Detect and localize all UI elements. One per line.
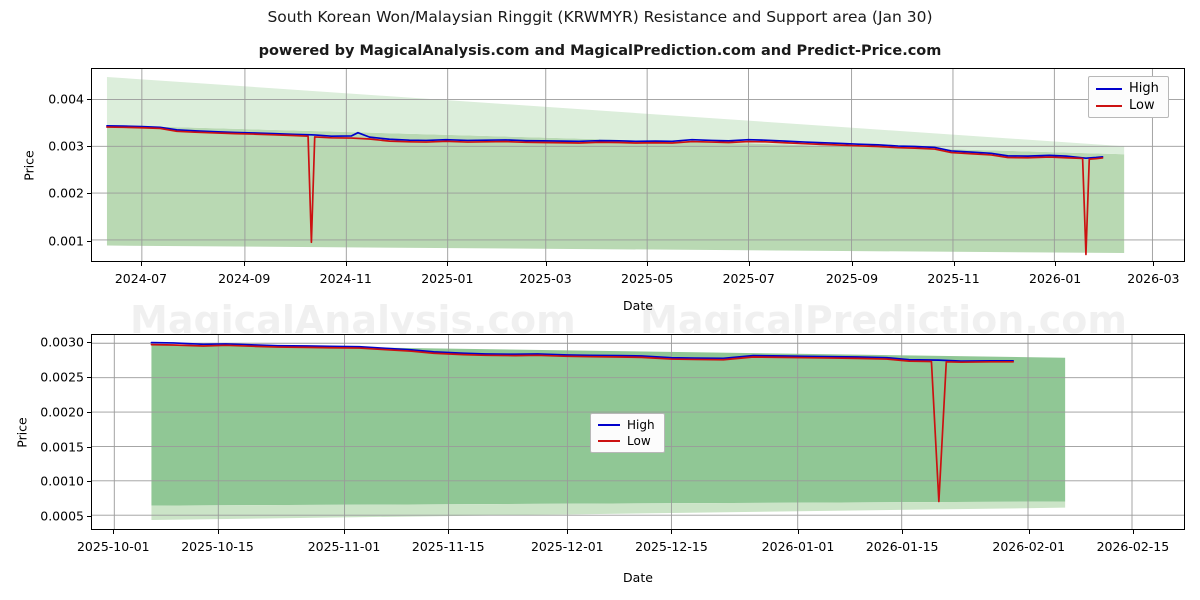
series-line-high (106, 125, 1104, 160)
y-tick-label: 0.0010 (40, 473, 84, 489)
y-tick-label: 0.004 (48, 91, 84, 107)
x-tick-mark (1132, 530, 1134, 534)
y-tick-mark (87, 193, 91, 195)
x-tick-mark (113, 530, 115, 534)
x-tick-mark (344, 530, 346, 534)
x-tick-mark (140, 262, 142, 266)
x-tick-label: 2026-03 (1127, 271, 1180, 286)
x-tick-label: 2025-10-01 (76, 539, 150, 554)
legend-label-low: Low (627, 434, 651, 448)
upper-chart-panel (91, 68, 1185, 262)
y-tick-label: 0.003 (48, 138, 84, 154)
band-resistance-support-area (106, 125, 1125, 254)
x-tick-label: 2025-05 (621, 271, 674, 286)
x-tick-label: 2025-01 (421, 271, 474, 286)
x-tick-mark (244, 262, 246, 266)
x-tick-mark (1153, 262, 1155, 266)
x-tick-mark (647, 262, 649, 266)
legend-label-high: High (1129, 81, 1159, 96)
x-tick-mark (448, 530, 450, 534)
band-upper-projection-wedge (106, 76, 1125, 155)
y-tick-label: 0.0030 (40, 334, 84, 350)
y-tick-mark (87, 342, 91, 344)
lower-x-axis-label: Date (623, 570, 653, 585)
x-tick-label: 2025-09 (825, 271, 879, 286)
legend-row-low: Low (598, 435, 655, 447)
y-tick-label: 0.0025 (40, 369, 84, 385)
y-tick-label: 0.0015 (40, 439, 84, 455)
x-tick-label: 2025-11 (927, 271, 980, 286)
chart-subtitle: powered by MagicalAnalysis.com and Magic… (258, 43, 942, 59)
x-tick-label: 2026-02-15 (1096, 539, 1170, 554)
x-tick-label: 2025-07 (722, 271, 775, 286)
upper-y-axis-label: Price (21, 150, 37, 181)
y-tick-mark (87, 146, 91, 148)
x-tick-label: 2026-01 (1028, 271, 1082, 286)
x-tick-label: 2025-11-01 (307, 539, 381, 554)
x-tick-label: 2024-07 (114, 271, 168, 286)
chart-title: South Korean Won/Malaysian Ringgit (KRWM… (267, 8, 933, 26)
upper-plot-area (91, 68, 1185, 262)
x-tick-label: 2025-11-15 (411, 539, 485, 554)
series-line-high (150, 341, 1014, 362)
x-tick-label: 2024-09 (218, 271, 271, 286)
y-tick-mark (87, 481, 91, 483)
y-tick-label: 0.002 (48, 185, 84, 201)
x-tick-mark (953, 262, 955, 266)
x-tick-mark (567, 530, 569, 534)
x-tick-label: 2026-01-15 (865, 539, 939, 554)
x-tick-mark (545, 262, 547, 266)
legend-swatch-high (598, 424, 620, 426)
x-tick-mark (748, 262, 750, 266)
y-tick-mark (87, 98, 91, 100)
x-tick-mark (217, 530, 219, 534)
legend-row-low: Low (1096, 99, 1159, 112)
series-line-low (150, 343, 1014, 503)
x-tick-mark (798, 530, 799, 534)
x-tick-label: 2025-12-01 (530, 539, 604, 554)
x-tick-mark (902, 530, 904, 534)
y-tick-label: 0.001 (48, 233, 84, 249)
upper-legend[interactable]: High Low (1088, 76, 1169, 118)
x-tick-label: 2025-03 (519, 271, 572, 286)
x-tick-mark (1028, 530, 1030, 534)
legend-swatch-low (1096, 104, 1122, 107)
x-tick-label: 2024-11 (319, 271, 372, 286)
y-tick-mark (87, 516, 91, 518)
legend-label-low: Low (1129, 98, 1155, 113)
legend-row-high: High (1096, 82, 1159, 95)
y-tick-mark (87, 377, 91, 379)
x-tick-mark (671, 530, 673, 534)
legend-swatch-low (598, 440, 620, 442)
x-tick-mark (345, 262, 347, 266)
y-tick-mark (87, 446, 91, 448)
x-tick-label: 2026-02-01 (992, 539, 1066, 554)
legend-label-high: High (627, 418, 655, 432)
x-tick-mark (1055, 262, 1057, 266)
series-line-low (106, 126, 1104, 256)
legend-swatch-high (1096, 87, 1122, 90)
x-tick-mark (851, 262, 853, 266)
lower-legend[interactable]: High Low (590, 413, 665, 453)
lower-y-axis-label: Price (14, 417, 30, 448)
legend-row-high: High (598, 419, 655, 431)
upper-plot-svg (92, 69, 1184, 261)
x-tick-label: 2026-01-01 (761, 539, 835, 554)
x-tick-label: 2025-10-15 (181, 539, 254, 554)
y-tick-mark (87, 240, 91, 242)
x-tick-label: 2025-12-15 (635, 539, 708, 554)
upper-x-axis-label: Date (623, 298, 653, 313)
y-tick-mark (87, 411, 91, 413)
x-tick-mark (447, 262, 449, 266)
y-tick-label: 0.0005 (40, 508, 84, 524)
y-tick-label: 0.0020 (40, 404, 84, 420)
